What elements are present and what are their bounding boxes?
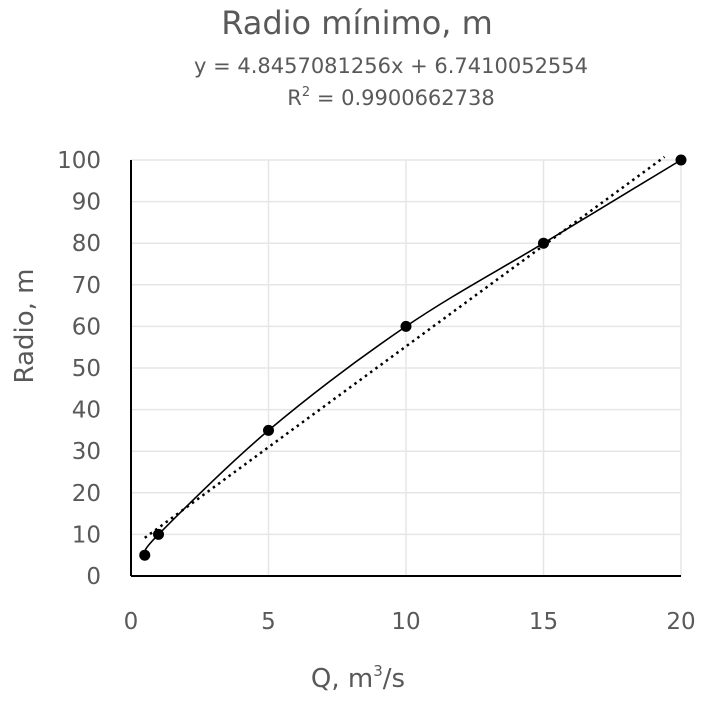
- data-points: [139, 154, 687, 561]
- trendline-r-squared: R2 = 0.9900662738: [287, 85, 494, 110]
- x-axis-label-text: Q, m: [311, 664, 373, 694]
- x-axis-label-unit: /s: [383, 664, 405, 694]
- trendline: [144, 155, 666, 539]
- data-point: [153, 528, 164, 540]
- y-tick-label: 30: [72, 439, 101, 465]
- data-point: [400, 320, 412, 332]
- y-axis-label: Radio, m: [10, 269, 40, 384]
- data-point: [139, 549, 151, 561]
- y-tick-labels: 0 10 20 30 40 50 60 70 80 90 100: [57, 148, 101, 590]
- y-tick-label: 60: [72, 314, 101, 340]
- r-squared-value: = 0.9900662738: [310, 86, 495, 110]
- y-tick-label: 20: [72, 481, 101, 507]
- x-axis-label-superscript: 3: [373, 662, 383, 680]
- x-tick-labels: 0 5 10 15 20: [124, 609, 696, 635]
- r-squared-superscript: 2: [302, 85, 310, 100]
- r-squared-r: R: [287, 86, 302, 110]
- trendline-equation: y = 4.8457081256x + 6.7410052554: [194, 54, 588, 78]
- y-tick-label: 40: [72, 398, 101, 424]
- chart-title: Radio mínimo, m: [221, 4, 493, 42]
- data-point: [538, 237, 549, 249]
- y-tick-label: 50: [72, 356, 101, 382]
- x-axis-label: Q, m3/s: [311, 662, 405, 694]
- data-point: [675, 154, 687, 166]
- y-tick-label: 0: [86, 564, 101, 590]
- y-tick-label: 80: [72, 231, 101, 257]
- x-tick-label: 0: [124, 609, 139, 635]
- y-tick-label: 70: [72, 273, 101, 299]
- x-tick-label: 20: [666, 609, 695, 635]
- series-line: [143, 159, 682, 556]
- y-tick-label: 10: [72, 522, 101, 548]
- x-tick-label: 10: [391, 609, 420, 635]
- x-tick-label: 15: [529, 609, 558, 635]
- data-point: [263, 424, 274, 436]
- x-tick-label: 5: [261, 609, 276, 635]
- gridlines: [131, 159, 682, 576]
- y-tick-label: 90: [72, 190, 101, 216]
- y-tick-label: 100: [57, 148, 101, 174]
